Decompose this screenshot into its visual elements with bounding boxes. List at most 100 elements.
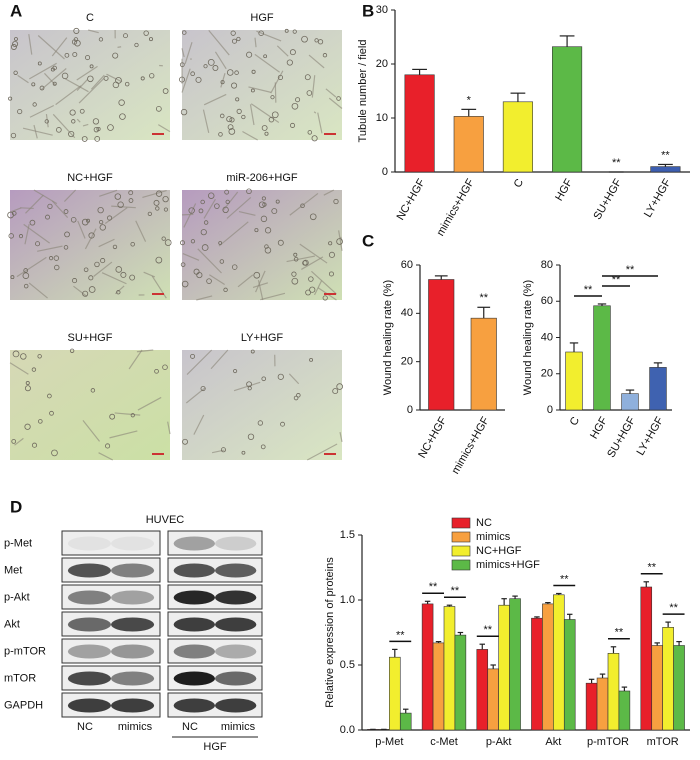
cell-network bbox=[181, 48, 185, 58]
cell bbox=[64, 231, 70, 238]
cell-network bbox=[73, 285, 88, 297]
cell-network bbox=[328, 97, 343, 109]
bar bbox=[565, 351, 583, 411]
blot-band bbox=[67, 563, 111, 578]
blot-band bbox=[215, 644, 257, 659]
cell bbox=[31, 442, 38, 448]
micrograph bbox=[182, 30, 342, 140]
cell bbox=[147, 211, 152, 216]
cell-network bbox=[182, 252, 200, 261]
x-tick-label: LY+HGF bbox=[642, 177, 674, 220]
cell bbox=[234, 70, 239, 75]
cell bbox=[107, 124, 114, 131]
cell bbox=[317, 39, 324, 45]
cell bbox=[182, 30, 187, 35]
cell bbox=[31, 367, 37, 372]
cell bbox=[155, 106, 162, 112]
cell-network bbox=[87, 29, 99, 34]
micrograph bbox=[10, 30, 170, 140]
bar bbox=[487, 668, 499, 731]
cell bbox=[277, 239, 284, 246]
cell-network bbox=[339, 431, 343, 442]
cell bbox=[190, 353, 196, 359]
cell-network bbox=[317, 112, 323, 134]
significance: ** bbox=[483, 624, 492, 636]
x-tick-label: p-Akt bbox=[486, 736, 512, 748]
cell bbox=[18, 234, 24, 239]
cell-network bbox=[186, 349, 213, 375]
cell bbox=[223, 287, 228, 293]
panel-label: B bbox=[362, 1, 374, 20]
cell bbox=[207, 58, 215, 66]
cell bbox=[155, 206, 160, 211]
bar bbox=[421, 603, 434, 731]
micrograph-label: miR-206+HGF bbox=[226, 172, 297, 184]
cell bbox=[220, 80, 225, 85]
cell bbox=[105, 443, 111, 449]
cell-network bbox=[209, 274, 225, 286]
cell bbox=[17, 108, 23, 115]
cell bbox=[182, 438, 188, 445]
cell-network bbox=[286, 255, 316, 263]
cell bbox=[228, 128, 236, 135]
cell bbox=[130, 413, 135, 418]
cell bbox=[87, 75, 94, 83]
significance: ** bbox=[661, 149, 670, 161]
cell-network bbox=[270, 70, 284, 94]
group-label: HGF bbox=[203, 741, 227, 753]
cell-network bbox=[323, 189, 335, 196]
x-tick-label: LY+HGF bbox=[635, 415, 667, 458]
cell bbox=[180, 240, 185, 246]
cell bbox=[94, 261, 100, 268]
bar bbox=[621, 393, 639, 411]
cell bbox=[253, 271, 261, 279]
bar bbox=[453, 116, 484, 173]
cell-network bbox=[128, 349, 143, 370]
cell bbox=[10, 132, 17, 139]
blot-box bbox=[167, 530, 263, 556]
cell bbox=[214, 203, 220, 209]
cell-network bbox=[256, 30, 282, 42]
cell bbox=[270, 95, 275, 100]
cell-network bbox=[82, 123, 89, 127]
blot-band bbox=[215, 563, 257, 578]
cell bbox=[226, 69, 234, 76]
cell-network bbox=[211, 449, 225, 454]
cell-network bbox=[77, 220, 86, 239]
lane-label: NC bbox=[182, 721, 198, 733]
cell bbox=[328, 241, 333, 246]
cell bbox=[200, 229, 207, 236]
cell bbox=[69, 348, 75, 353]
cell-network bbox=[55, 85, 82, 106]
x-tick-label: HGF bbox=[588, 415, 610, 441]
cell bbox=[277, 373, 284, 380]
cell bbox=[188, 207, 195, 214]
cell bbox=[306, 90, 313, 96]
cell bbox=[164, 239, 172, 246]
cell bbox=[128, 198, 134, 203]
cell-network bbox=[98, 238, 115, 248]
significance: ** bbox=[584, 284, 593, 296]
cell-network bbox=[29, 62, 57, 80]
cell-network bbox=[28, 34, 33, 55]
cell bbox=[201, 244, 209, 251]
cell bbox=[115, 266, 123, 273]
cell bbox=[181, 280, 189, 288]
blot-band bbox=[67, 590, 111, 605]
cell bbox=[236, 36, 241, 42]
micrograph-label: LY+HGF bbox=[241, 332, 284, 344]
cell-network bbox=[37, 245, 63, 252]
panel-label: D bbox=[10, 497, 22, 516]
x-tick-label: SU+HGF bbox=[592, 177, 625, 222]
cell-network bbox=[208, 29, 230, 56]
cell-network bbox=[90, 74, 105, 90]
cell bbox=[31, 82, 36, 87]
cell bbox=[73, 27, 80, 34]
cell bbox=[311, 135, 318, 142]
y-tick-label: 10 bbox=[376, 112, 388, 124]
significance: ** bbox=[615, 627, 624, 639]
cell bbox=[155, 256, 163, 264]
cell-network bbox=[193, 414, 205, 435]
cell bbox=[48, 256, 54, 261]
x-tick-label: HGF bbox=[553, 177, 575, 203]
